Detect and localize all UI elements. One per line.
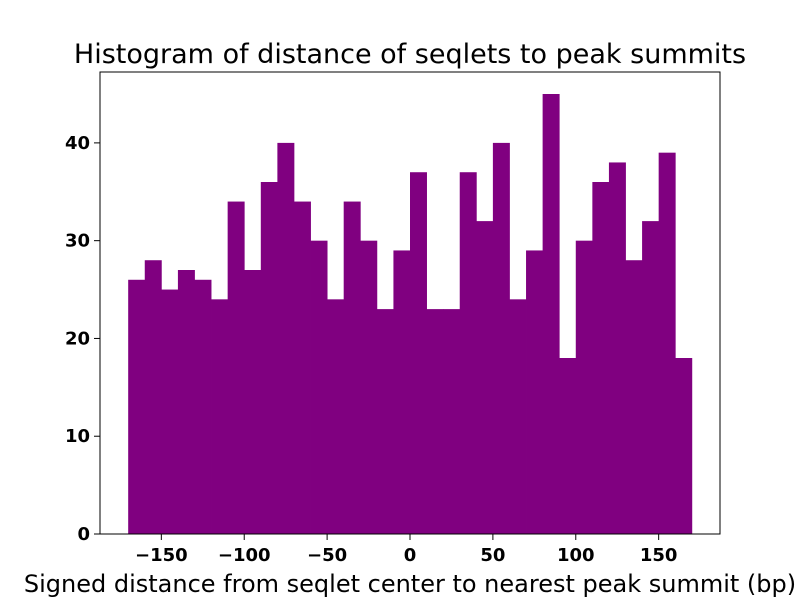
- x-tick-label: 0: [404, 545, 417, 566]
- histogram-bar: [542, 94, 560, 534]
- y-tick-label: 30: [65, 231, 90, 252]
- histogram-bar: [244, 270, 262, 534]
- histogram-bar: [559, 358, 577, 534]
- histogram-bar: [177, 270, 195, 534]
- histogram-bar: [410, 172, 427, 534]
- histogram-bar: [658, 152, 676, 534]
- histogram-bar: [227, 201, 245, 535]
- x-tick-label: −50: [307, 545, 347, 566]
- x-tick-label: 100: [557, 545, 595, 566]
- histogram-bar: [642, 221, 660, 534]
- histogram-bar: [675, 358, 693, 534]
- histogram-bar: [161, 289, 179, 534]
- histogram-bar: [443, 309, 461, 534]
- histogram-bar: [608, 162, 626, 534]
- histogram-bar: [575, 240, 593, 534]
- histogram-bar: [526, 250, 544, 534]
- histogram-bar: [343, 201, 361, 535]
- y-axis-ticks: 0 10 20 30 40: [65, 133, 100, 545]
- x-tick-label: 150: [640, 545, 678, 566]
- histogram-bar: [277, 142, 295, 534]
- histogram-bar: [476, 221, 494, 534]
- histogram-bar: [327, 299, 345, 534]
- histogram-bar: [625, 260, 643, 534]
- chart-title: Histogram of distance of seqlets to peak…: [74, 39, 746, 70]
- y-tick-label: 20: [65, 328, 90, 349]
- histogram-bar: [293, 201, 311, 535]
- histogram-bar: [144, 260, 162, 534]
- histogram-bar: [459, 172, 477, 534]
- histogram-bar: [211, 299, 229, 534]
- x-tick-label: −150: [135, 545, 188, 566]
- histogram-bar: [592, 182, 610, 534]
- histogram-bars: [128, 94, 693, 535]
- histogram-bar: [376, 309, 394, 534]
- y-tick-label: 10: [65, 426, 90, 447]
- x-tick-label: 50: [480, 545, 505, 566]
- histogram-bar: [360, 240, 378, 534]
- histogram-bar: [492, 142, 510, 534]
- x-tick-label: −100: [218, 545, 271, 566]
- x-axis-label: Signed distance from seqlet center to ne…: [24, 570, 796, 598]
- y-tick-label: 0: [77, 524, 90, 545]
- histogram-bar: [310, 240, 328, 534]
- histogram-bar: [393, 250, 411, 534]
- histogram-bar: [509, 299, 527, 534]
- histogram-bar: [426, 309, 444, 534]
- histogram-bar: [260, 182, 278, 534]
- x-axis-ticks: −150 −100 −50 0 50 100 150: [135, 534, 677, 566]
- histogram-bar: [128, 279, 146, 534]
- histogram-bar: [194, 279, 212, 534]
- y-tick-label: 40: [65, 133, 90, 154]
